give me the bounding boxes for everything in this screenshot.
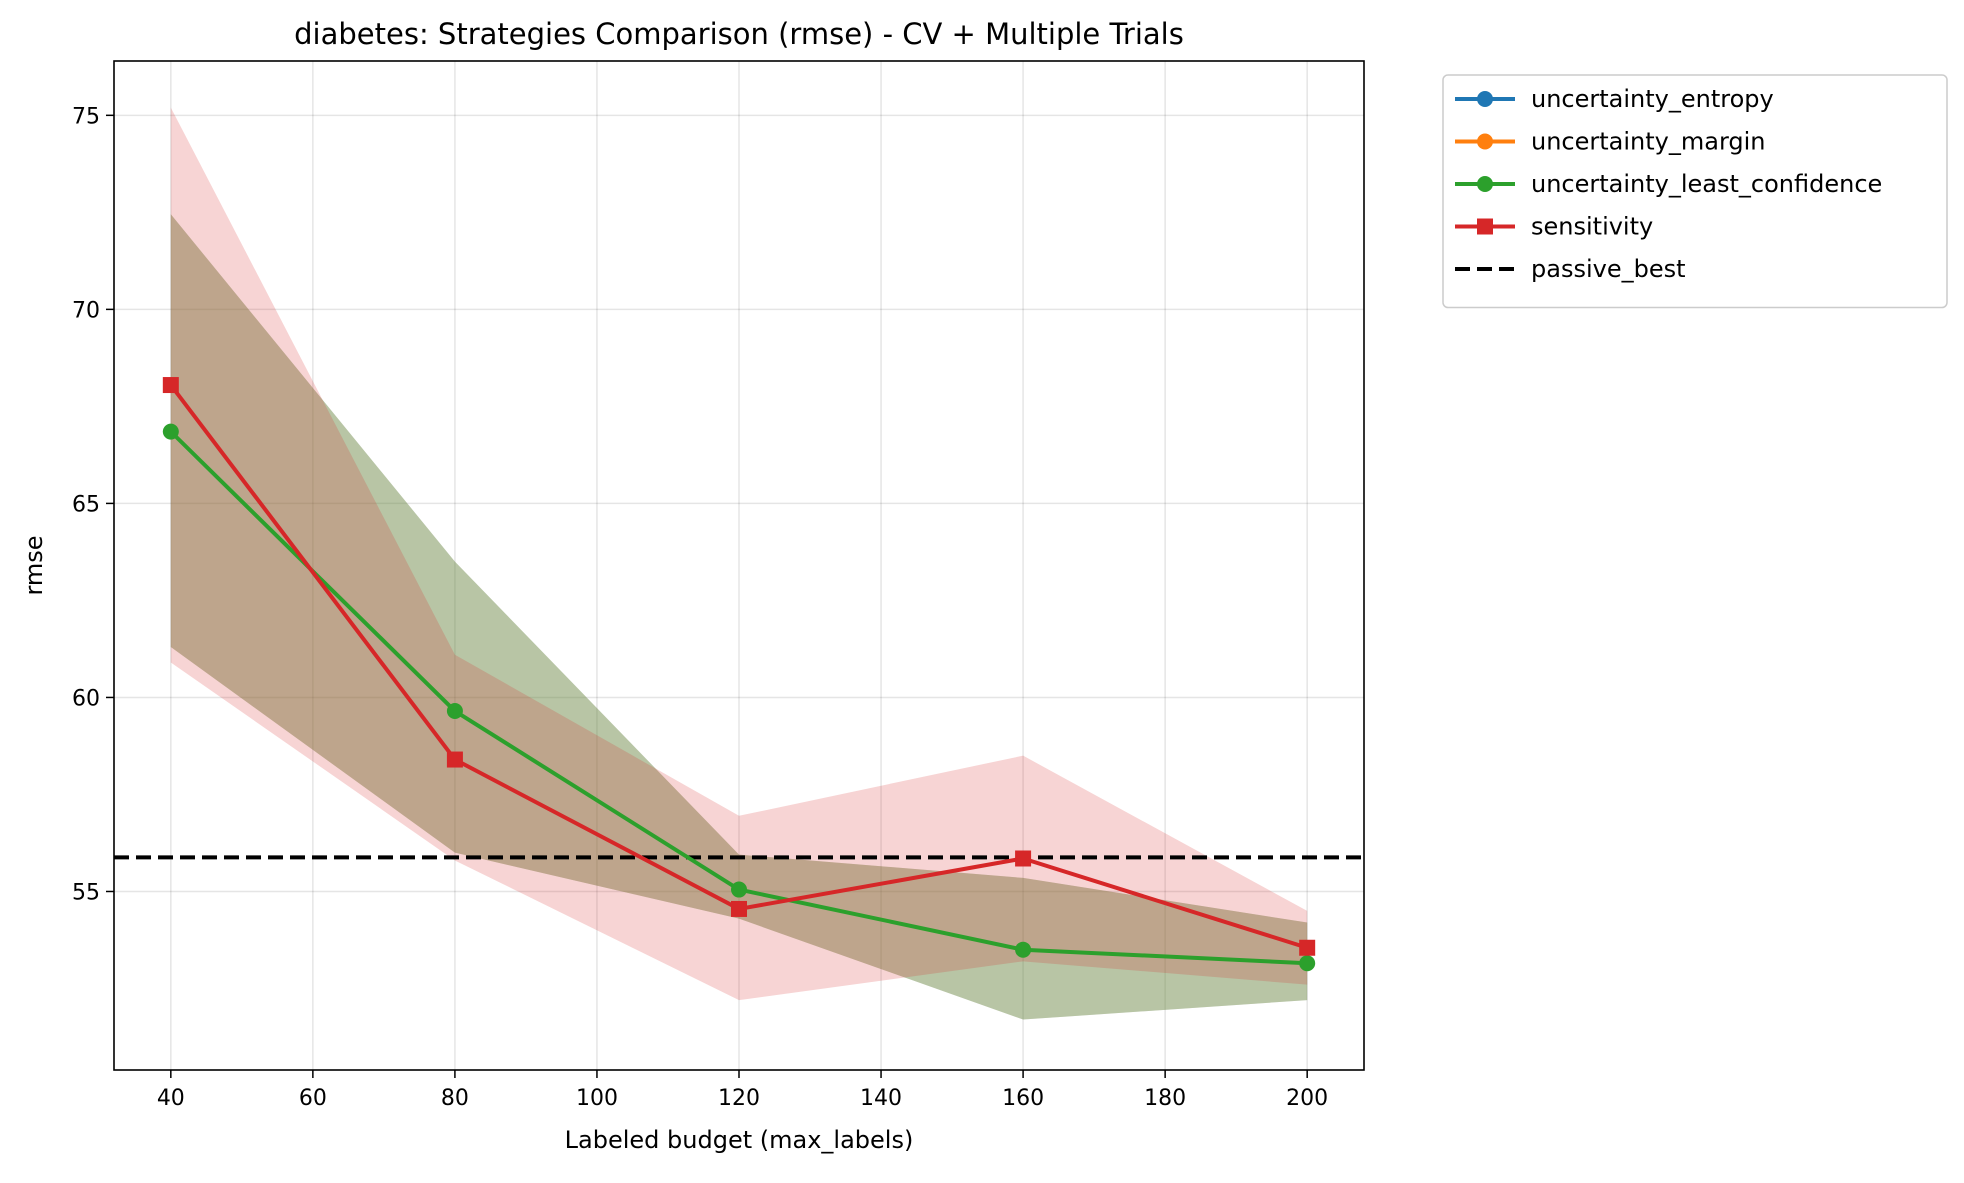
x-tick-label: 140 — [860, 1086, 902, 1111]
y-axis-label: rmse — [20, 535, 48, 595]
error-bands — [170, 107, 1308, 1020]
legend-marker-uncertainty_entropy — [1477, 91, 1493, 107]
legend-marker-sensitivity — [1477, 218, 1493, 235]
x-tick-label: 120 — [718, 1086, 760, 1111]
x-tick-label: 80 — [441, 1086, 469, 1111]
error-band-uncertainty_least_confidence — [170, 214, 1308, 1020]
legend-label-uncertainty_margin: uncertainty_margin — [1531, 128, 1766, 156]
legend: uncertainty_entropy uncertainty_marginunc… — [1442, 74, 1948, 309]
data-point-uncertainty_least_confidence — [731, 881, 747, 898]
data-point-uncertainty_least_confidence — [162, 423, 179, 440]
y-tick-label: 75 — [72, 104, 100, 129]
y-tick-label: 65 — [72, 492, 100, 517]
y-tick-label: 60 — [72, 686, 100, 711]
x-axis-ticks: 40 60 80 100 120 140 160 180 200 — [157, 1070, 1328, 1111]
legend-marker-uncertainty_margin — [1477, 133, 1493, 150]
x-tick-label: 160 — [1002, 1086, 1044, 1111]
x-axis-label: Labeled budget (max_labels) — [565, 1126, 914, 1154]
data-point-uncertainty_least_confidence — [1299, 955, 1316, 972]
y-tick-label: 55 — [72, 880, 100, 905]
x-tick-label: 40 — [157, 1086, 185, 1111]
data-point-uncertainty_least_confidence — [446, 703, 463, 720]
x-tick-label: 60 — [299, 1086, 327, 1111]
y-axis-ticks: 55 60 65 70 75 — [72, 104, 114, 905]
data-point-sensitivity — [162, 377, 179, 394]
error-band-sensitivity — [170, 107, 1308, 1001]
data-point-uncertainty_least_confidence — [1015, 941, 1032, 958]
data-point-sensitivity — [1299, 939, 1316, 956]
legend-label-passive_best: passive_best — [1531, 255, 1686, 283]
chart-title: diabetes: Strategies Comparison (rmse) -… — [294, 17, 1184, 51]
x-tick-label: 200 — [1286, 1086, 1328, 1111]
legend-label-uncertainty_least_confidence: uncertainty_least_confidence — [1531, 170, 1882, 198]
x-tick-label: 180 — [1144, 1086, 1186, 1111]
legend-label-uncertainty_entropy: uncertainty_entropy — [1531, 85, 1774, 113]
legend-label-sensitivity: sensitivity — [1531, 213, 1653, 241]
legend-marker-uncertainty_least_confidence — [1477, 176, 1493, 192]
series-markers — [162, 377, 1316, 972]
x-tick-label: 100 — [576, 1086, 618, 1111]
y-tick-label: 70 — [72, 298, 100, 323]
legend-box — [1442, 74, 1948, 309]
error-band-uncertainty_entropy — [170, 214, 1308, 1020]
data-point-sensitivity — [1015, 850, 1032, 867]
data-point-sensitivity — [731, 900, 747, 917]
data-point-sensitivity — [446, 751, 463, 768]
error-band-uncertainty_margin — [170, 214, 1308, 1020]
